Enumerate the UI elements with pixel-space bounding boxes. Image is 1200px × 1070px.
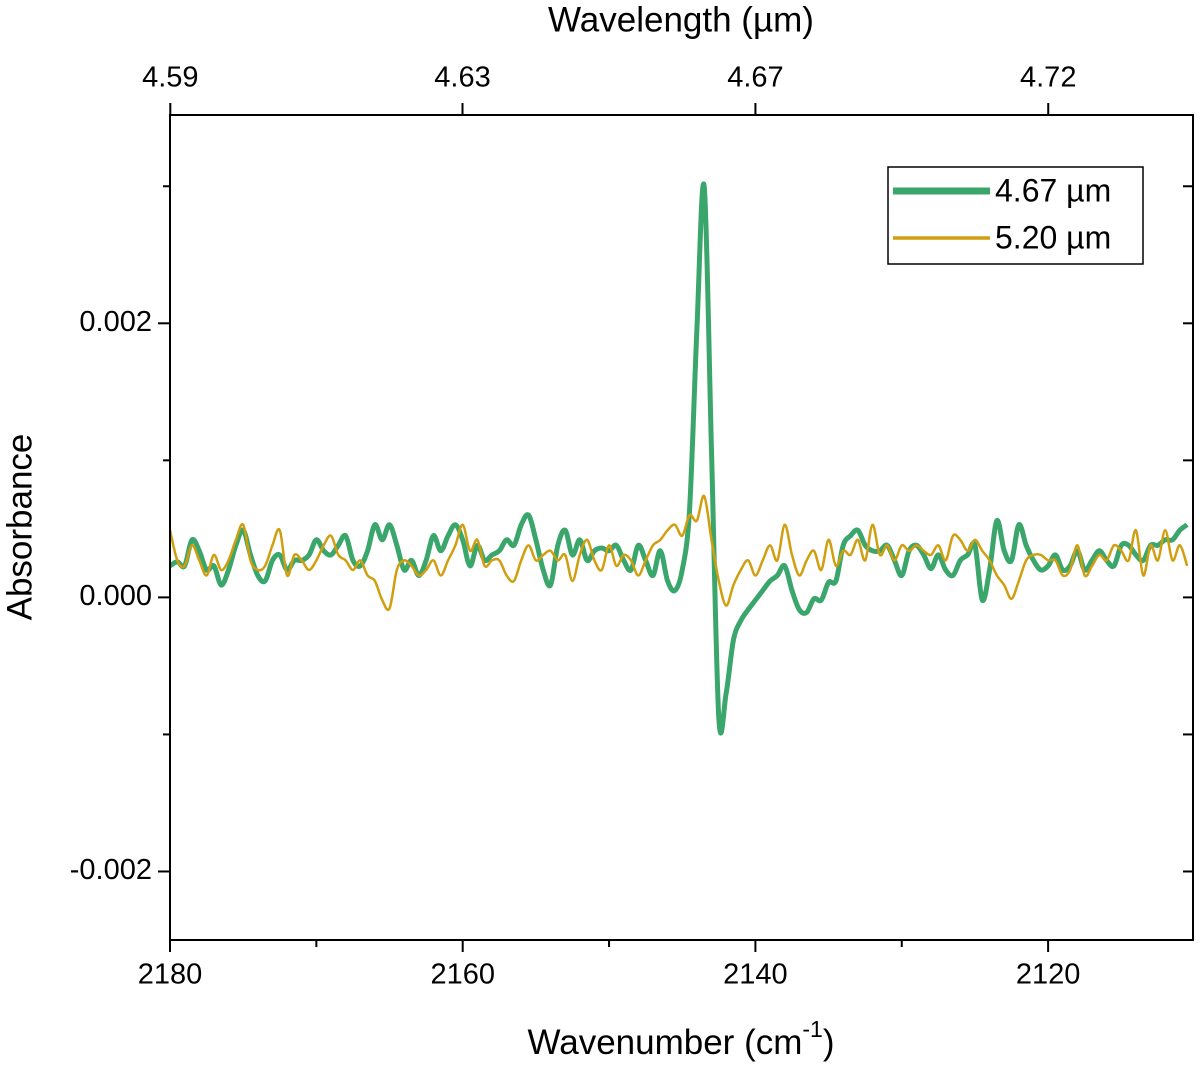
x-axis-title: Wavenumber (cm-1) bbox=[528, 1016, 835, 1062]
y-tick-label: 0.002 bbox=[79, 306, 152, 338]
x2-tick-label: 4.63 bbox=[434, 62, 490, 94]
x2-axis-title: Wavelength (µm) bbox=[548, 0, 814, 39]
legend-label: 5.20 µm bbox=[995, 219, 1111, 255]
y-axis-title: Absorbance bbox=[0, 434, 39, 621]
legend-label: 4.67 µm bbox=[995, 172, 1111, 208]
x-axis-title-part: ) bbox=[823, 1023, 835, 1062]
x2-tick-label: 4.72 bbox=[1020, 62, 1076, 94]
x-tick-label: 2160 bbox=[430, 959, 495, 991]
series-group bbox=[170, 181, 1189, 736]
y-tick-label: 0.000 bbox=[79, 580, 152, 612]
series-line bbox=[170, 494, 1189, 612]
x-tick-label: 2180 bbox=[138, 959, 203, 991]
x-axis-title-part: Wavenumber (cm bbox=[528, 1023, 803, 1062]
y-tick-label: -0.002 bbox=[70, 854, 152, 886]
x-axis-title-superscript: -1 bbox=[802, 1016, 822, 1042]
series-line bbox=[170, 181, 1189, 736]
x-tick-label: 2120 bbox=[1016, 959, 1081, 991]
x2-tick-label: 4.67 bbox=[727, 62, 783, 94]
x2-tick-label: 4.59 bbox=[142, 62, 198, 94]
plot-frame bbox=[169, 114, 1194, 941]
x-tick-label: 2140 bbox=[723, 959, 788, 991]
legend-box bbox=[887, 166, 1144, 265]
series-group bbox=[170, 494, 1189, 612]
